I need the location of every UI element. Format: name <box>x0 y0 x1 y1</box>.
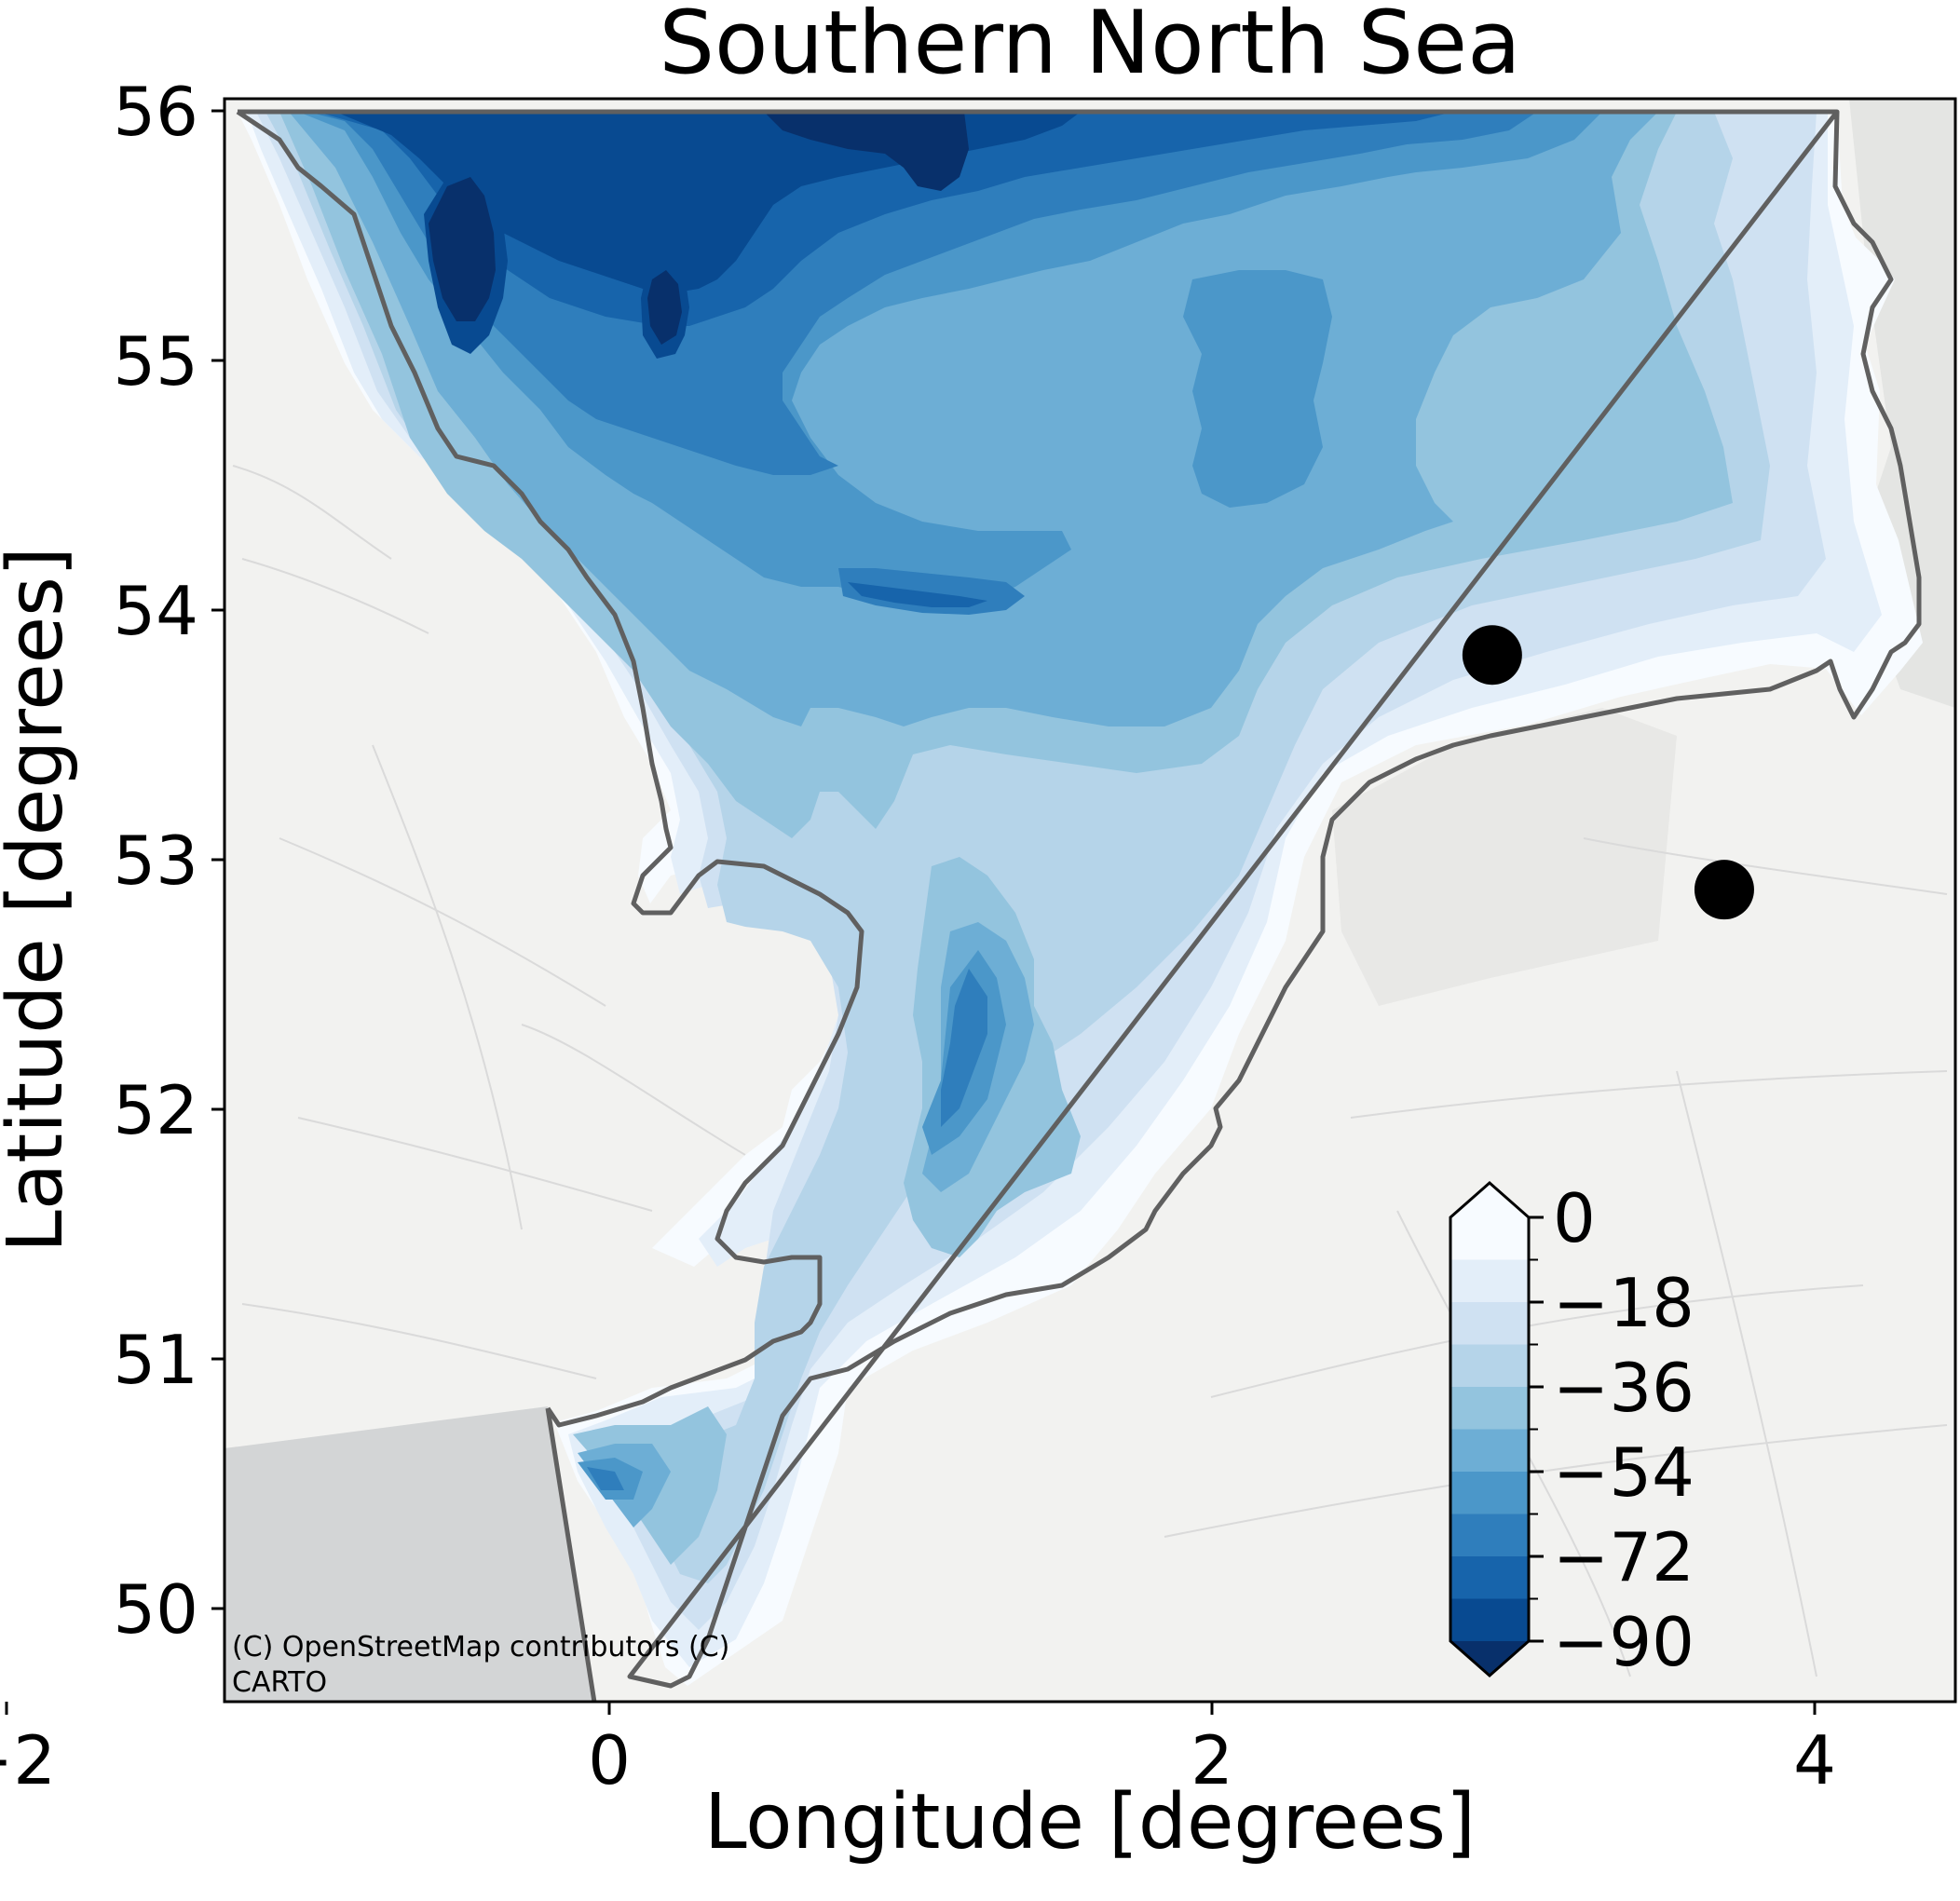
depth-contour-6 <box>298 112 1602 1500</box>
depth-contour-10 <box>429 112 969 345</box>
colorbar-tick-label: −36 <box>1553 1349 1695 1427</box>
site-marker <box>1694 860 1754 920</box>
netherlands-land <box>1332 708 1677 1006</box>
attribution-line-1: (C) OpenStreetMap contributors (C) <box>232 1631 729 1663</box>
map-title: Southern North Sea <box>659 0 1520 94</box>
map-area: (C) OpenStreetMap contributors (C) CARTO <box>225 99 1955 1702</box>
colorbar-tick-label: −72 <box>1553 1518 1695 1596</box>
colorbar-tick-label: 0 <box>1553 1179 1596 1257</box>
colorbar-segment <box>1450 1302 1529 1346</box>
x-tick-label: 0 <box>588 1721 631 1799</box>
site-marker <box>1462 625 1522 686</box>
colorbar-segment <box>1450 1259 1529 1303</box>
colorbar: 0−18−36−54−72−90 <box>1449 1179 1695 1681</box>
colorbar-segment <box>1450 1344 1529 1388</box>
plot-frame <box>223 97 1957 1704</box>
markers-layer <box>1462 625 1754 920</box>
colorbar-segment <box>1450 1429 1529 1473</box>
colorbar-tick-label: −18 <box>1553 1264 1695 1342</box>
x-tick-label: 4 <box>1793 1721 1836 1799</box>
x-tick-label: 2 <box>1191 1721 1233 1799</box>
depth-contour-9 <box>335 112 1081 359</box>
colorbar-segment <box>1450 1472 1529 1515</box>
y-tick-label: 51 <box>113 1321 198 1399</box>
x-axis-label: Longitude [degrees] <box>704 1778 1476 1867</box>
y-tick-label: 50 <box>113 1570 198 1649</box>
colorbar-segment <box>1450 1598 1529 1642</box>
y-axis-label: Latitude [degrees] <box>0 547 80 1253</box>
colorbar-extend-bottom <box>1450 1641 1529 1676</box>
y-tick-label: 54 <box>113 572 198 650</box>
colorbar-tick-label: −54 <box>1553 1433 1695 1512</box>
x-axis: −202468 <box>0 1702 1836 1799</box>
coastline <box>236 109 1922 1702</box>
y-tick-label: 52 <box>113 1071 198 1149</box>
x-tick-label: −2 <box>0 1721 56 1799</box>
bathymetry-contours <box>238 112 1923 1686</box>
unmapped-area <box>225 1406 593 1702</box>
y-tick-label: 53 <box>113 822 198 900</box>
y-tick-label: 56 <box>113 73 198 151</box>
y-tick-label: 55 <box>113 322 198 401</box>
colorbar-segment <box>1450 1556 1529 1600</box>
colorbar-segment <box>1450 1387 1529 1431</box>
colorbar-segment <box>1450 1217 1529 1261</box>
colorbar-tick-label: −90 <box>1553 1603 1695 1681</box>
attribution-line-2: CARTO <box>232 1666 327 1699</box>
y-axis: 50 51 52 53 54 55 56 <box>113 73 225 1649</box>
colorbar-extend-top <box>1450 1183 1529 1217</box>
colorbar-segment <box>1450 1514 1529 1557</box>
